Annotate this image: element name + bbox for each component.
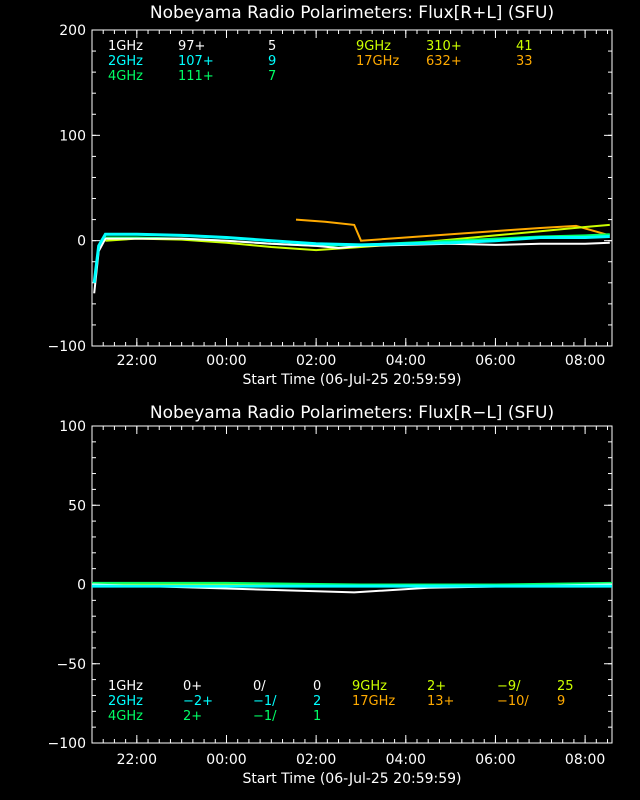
series-group — [92, 218, 611, 294]
plot-frame — [91, 29, 613, 347]
y-tick-label: 50 — [68, 498, 86, 514]
legend-entry: −1/ — [253, 694, 277, 709]
legend-entry: 2+ — [183, 709, 202, 724]
x-axis-label: Start Time (06-Jul-25 20:59:59) — [242, 771, 461, 787]
x-tick-label: 06:00 — [475, 353, 515, 369]
legend-entry: 632+ — [426, 54, 462, 69]
legend-entry: 17GHz — [352, 694, 395, 709]
legend-entry: 1 — [313, 709, 321, 724]
x-tick-label: 02:00 — [296, 752, 336, 768]
x-tick-label: 06:00 — [475, 752, 515, 768]
legend-entry: 0/ — [253, 679, 266, 694]
legend-entry: 2 — [313, 694, 321, 709]
legend-entry: 9GHz — [356, 39, 391, 54]
series-line-17ghz — [295, 218, 611, 242]
x-tick-label: 02:00 — [296, 353, 336, 369]
legend-entry: 2+ — [427, 679, 446, 694]
legend-entry: 7 — [268, 69, 276, 84]
legend-entry: 33 — [516, 54, 533, 69]
y-tick-label: −100 — [48, 339, 86, 355]
x-tick-label: 00:00 — [206, 353, 246, 369]
x-axis-label: Start Time (06-Jul-25 20:59:59) — [242, 372, 461, 388]
y-tick-label: 200 — [59, 23, 86, 39]
legend-entry: 97+ — [178, 39, 205, 54]
y-tick-label: −100 — [48, 736, 86, 752]
legend-entry: −10/ — [497, 694, 529, 709]
legend-entry: 25 — [557, 679, 574, 694]
legend-entry: −1/ — [253, 709, 277, 724]
legend-entry: 1GHz — [108, 679, 143, 694]
legend-entry: 9 — [557, 694, 565, 709]
legend-entry: 41 — [516, 39, 533, 54]
legend-entry: 1GHz — [108, 39, 143, 54]
legend-entry: 9 — [268, 54, 276, 69]
x-tick-label: 22:00 — [117, 752, 157, 768]
legend-entry: 13+ — [427, 694, 454, 709]
y-tick-label: 0 — [77, 578, 86, 594]
x-tick-label: 04:00 — [386, 752, 426, 768]
x-tick-label: 08:00 — [565, 353, 605, 369]
legend-entry: 4GHz — [108, 709, 143, 724]
series-line-4ghz — [92, 581, 612, 586]
legend-entry: 0+ — [183, 679, 202, 694]
legend-entry: 9GHz — [352, 679, 387, 694]
legend-entry: 0 — [313, 679, 321, 694]
y-tick-label: 100 — [59, 419, 86, 435]
legend-entry: 111+ — [178, 69, 214, 84]
y-tick-label: −50 — [56, 657, 86, 673]
y-tick-label: 100 — [59, 128, 86, 144]
legend-entry: 17GHz — [356, 54, 399, 69]
legend-entry: −9/ — [497, 679, 521, 694]
legend-entry: 2GHz — [108, 694, 143, 709]
legend-entry: −2+ — [183, 694, 213, 709]
legend-entry: 2GHz — [108, 54, 143, 69]
x-tick-label: 08:00 — [565, 752, 605, 768]
chart-title: Nobeyama Radio Polarimeters: Flux[R−L] (… — [150, 403, 554, 423]
legend-entry: 107+ — [178, 54, 214, 69]
y-tick-label: 0 — [77, 234, 86, 250]
series-group — [92, 581, 612, 594]
chart-panel-1: Nobeyama Radio Polarimeters: Flux[R+L] (… — [48, 3, 613, 388]
x-tick-label: 00:00 — [206, 752, 246, 768]
legend-entry: 4GHz — [108, 69, 143, 84]
chart-title: Nobeyama Radio Polarimeters: Flux[R+L] (… — [150, 3, 554, 23]
legend-entry: 5 — [268, 39, 276, 54]
chart-panel-2: Nobeyama Radio Polarimeters: Flux[R−L] (… — [48, 403, 613, 787]
series-line-2ghz — [92, 232, 610, 283]
x-tick-label: 22:00 — [117, 353, 157, 369]
legend-entry: 310+ — [426, 39, 462, 54]
x-tick-label: 04:00 — [386, 353, 426, 369]
series-line-1ghz — [93, 237, 610, 294]
